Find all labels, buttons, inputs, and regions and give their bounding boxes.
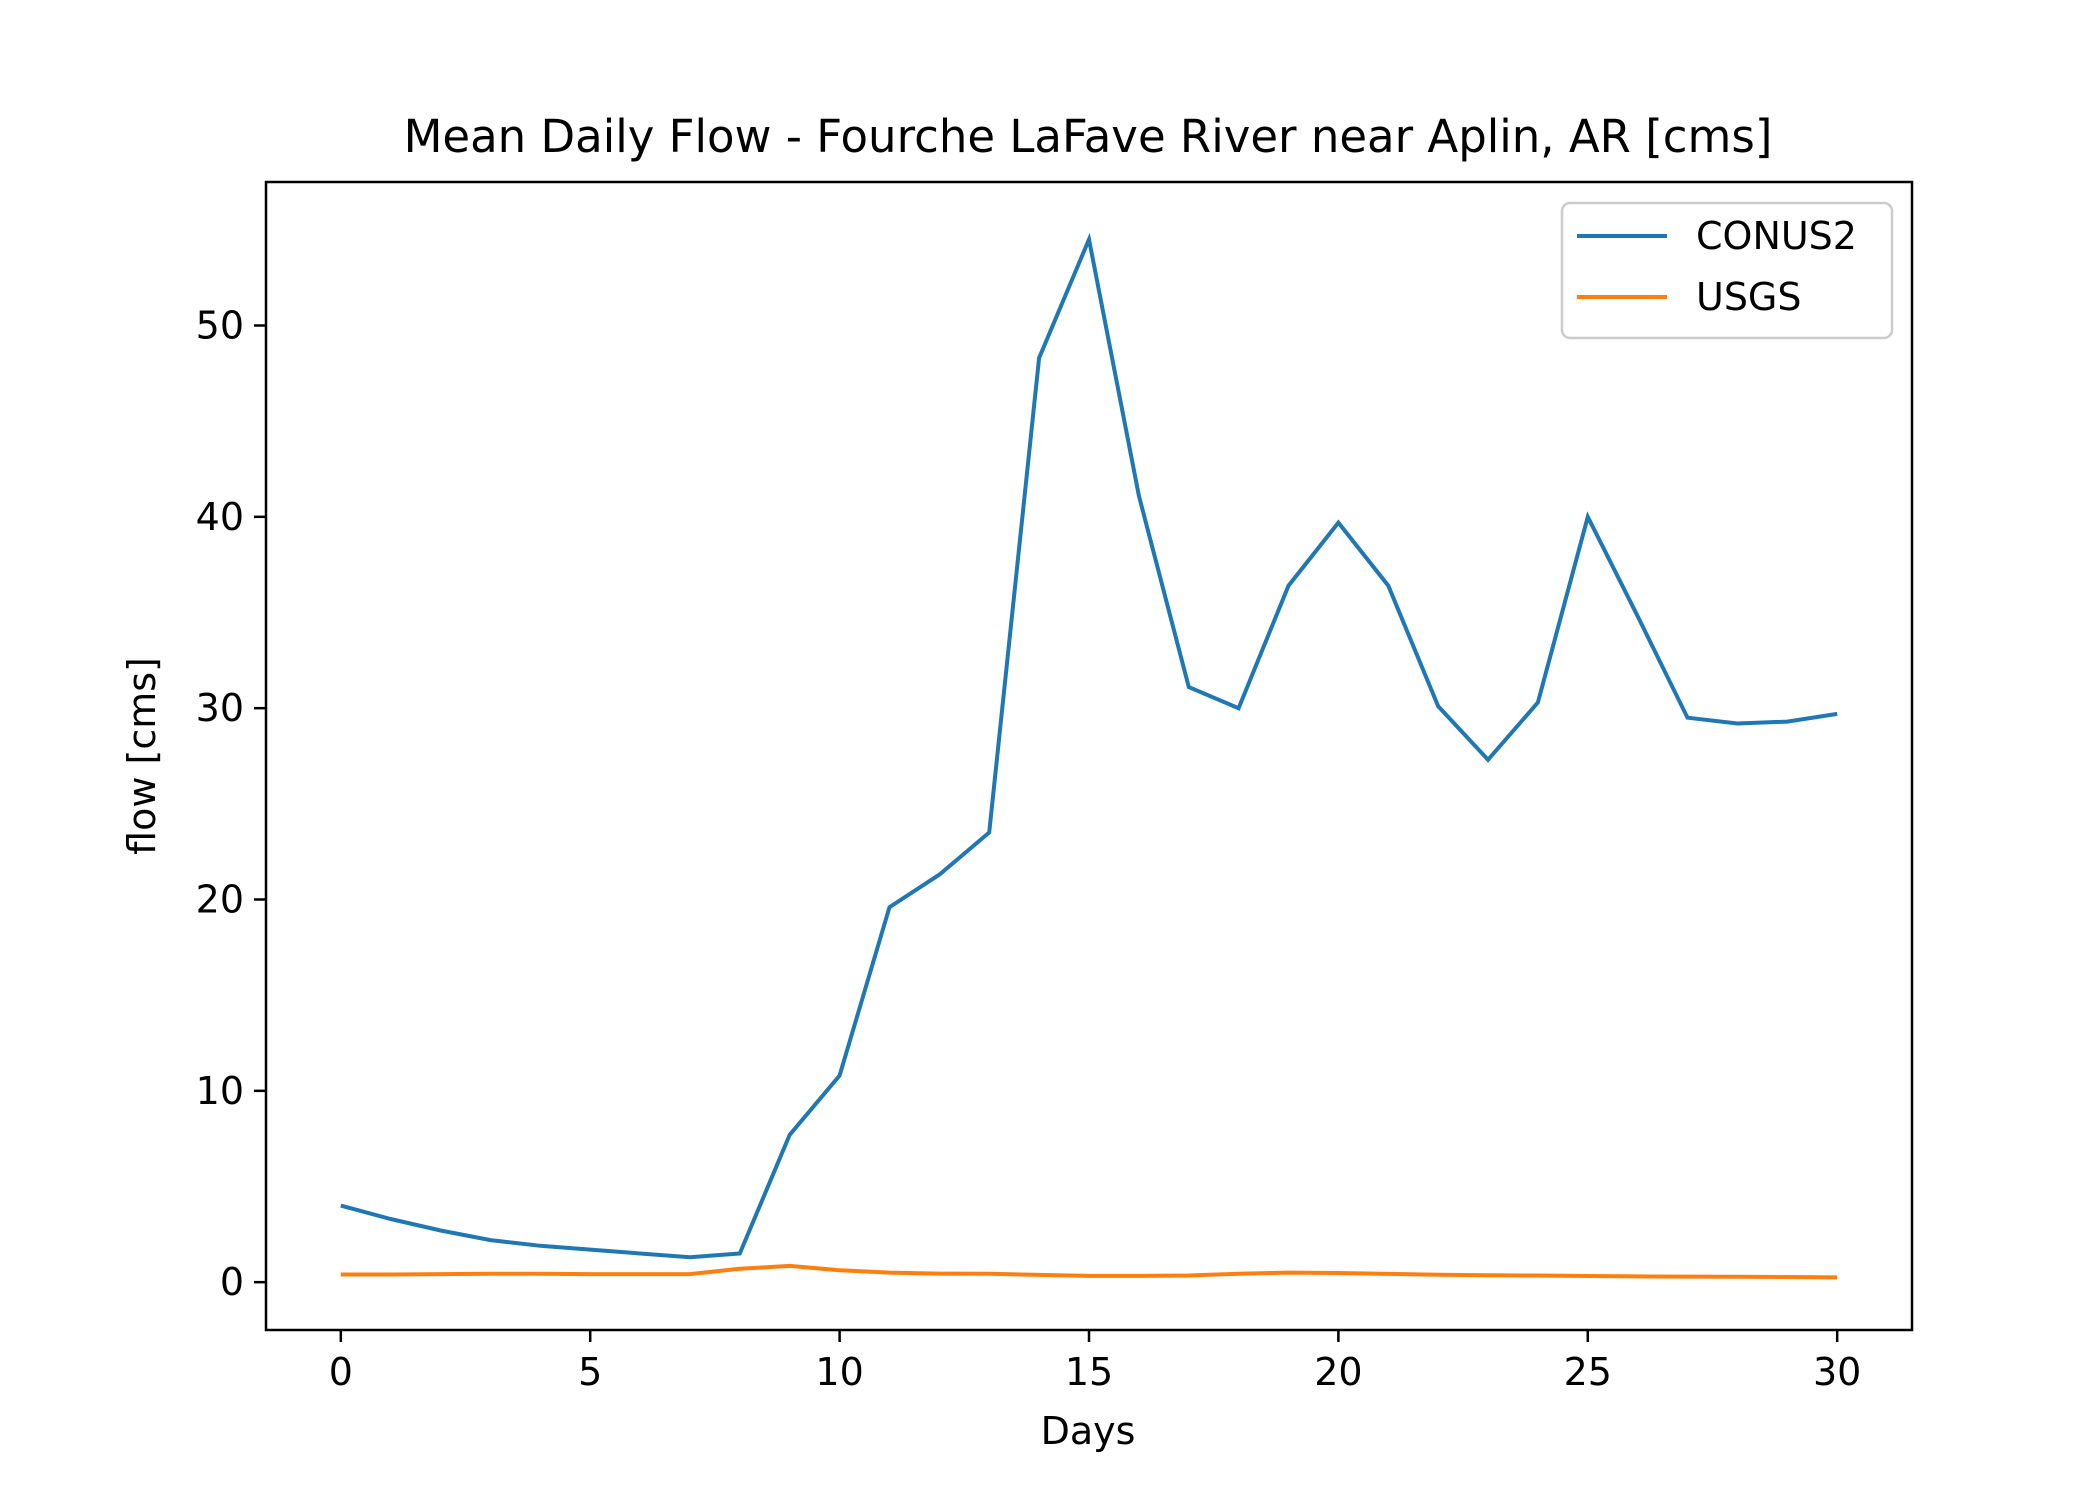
y-axis-ticks: 0 10 20 30 40 50 — [196, 304, 266, 1304]
y-axis-label: flow [cms] — [120, 657, 164, 855]
x-tick-label: 10 — [815, 1350, 863, 1394]
x-tick-label: 30 — [1813, 1350, 1861, 1394]
x-tick-label: 0 — [329, 1350, 353, 1394]
x-tick-label: 25 — [1564, 1350, 1612, 1394]
x-tick-label: 5 — [578, 1350, 602, 1394]
legend-label-conus2: CONUS2 — [1696, 214, 1857, 258]
y-tick-label: 0 — [220, 1260, 244, 1304]
series-line-usgs — [340, 1263, 1838, 1280]
y-tick-label: 10 — [196, 1069, 244, 1113]
legend-label-usgs: USGS — [1696, 275, 1802, 319]
x-tick-label: 20 — [1314, 1350, 1362, 1394]
y-tick-label: 50 — [196, 304, 244, 348]
chart-title: Mean Daily Flow - Fourche LaFave River n… — [404, 110, 1773, 163]
x-axis-ticks: 0 5 10 15 20 25 30 — [329, 1330, 1861, 1394]
legend: CONUS2 USGS — [1560, 201, 1894, 340]
y-tick-label: 40 — [196, 495, 244, 539]
series-layer — [340, 232, 1838, 1280]
y-tick-label: 20 — [196, 878, 244, 922]
y-tick-label: 30 — [196, 686, 244, 730]
series-line-conus2 — [340, 232, 1838, 1260]
x-tick-label: 15 — [1065, 1350, 1113, 1394]
x-axis-label: Days — [1041, 1409, 1136, 1453]
